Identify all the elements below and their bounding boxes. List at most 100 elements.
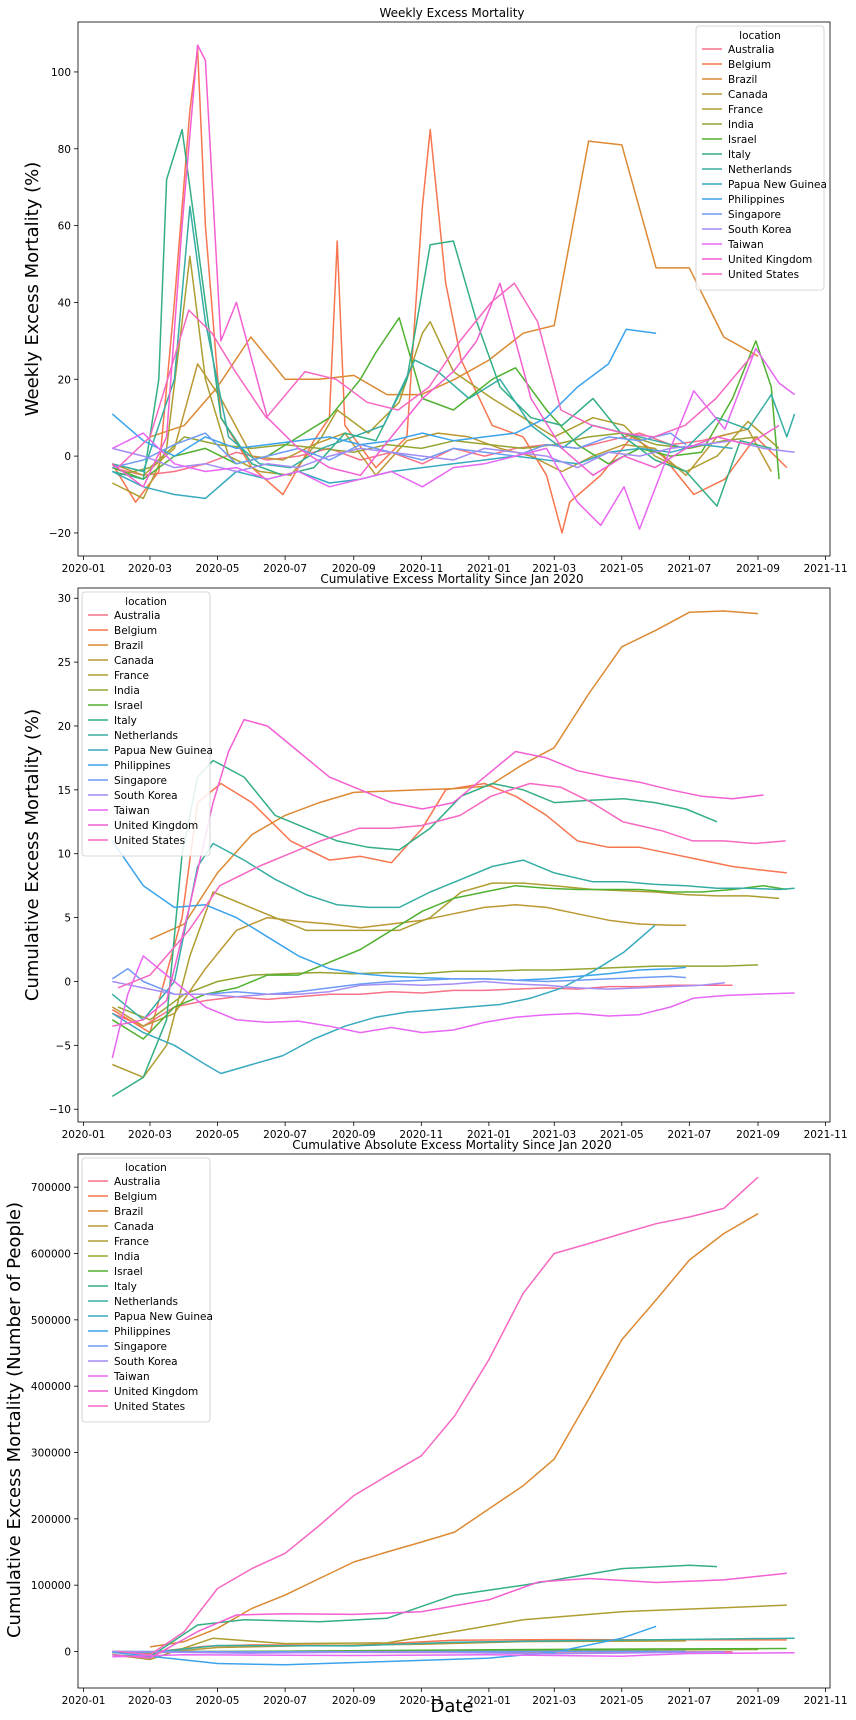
legend-label: Brazil (114, 1206, 143, 1218)
panel-1-ylabel: Weekly Excess Mortality (%) (22, 162, 43, 416)
series-line-brazil (149, 1213, 759, 1648)
legend-box (81, 591, 211, 857)
x-tick-label: 2020-09 (332, 1129, 376, 1141)
plot-area-1: 2020-01 2020-03 2020-05 2020-07 2020-09 2020-… (49, 21, 848, 575)
legend-title: location (125, 596, 167, 608)
x-tick-label: 2021-07 (667, 1129, 711, 1141)
legend-label: France (728, 104, 763, 116)
series-line-papua-new-guinea (111, 924, 656, 1075)
x-tick-label: 2021-05 (600, 563, 644, 575)
x-tick-label: 2021-05 (600, 1129, 644, 1141)
legend-label: Taiwan (113, 1371, 150, 1383)
legend: location Australia Belgium Brazil Canada Fran… (695, 25, 827, 291)
legend-label: Italy (114, 715, 137, 727)
legend-label: Singapore (114, 775, 167, 787)
x-tick-label: 2020-11 (399, 1129, 443, 1141)
series-line-canada (111, 904, 686, 1027)
x-tick-label: 2020-07 (263, 563, 307, 575)
y-tick-label: 300000 (31, 1448, 71, 1460)
legend-label: Singapore (114, 1341, 167, 1353)
y-tick-label: 400000 (31, 1381, 71, 1393)
y-tick-label: 600000 (31, 1249, 71, 1261)
x-tick-label: 2021-07 (667, 1695, 711, 1707)
x-tick-label: 2021-01 (467, 563, 511, 575)
series-line-taiwan (111, 955, 795, 1059)
series-line-philippines (112, 1625, 657, 1666)
series-line-united-states (117, 282, 756, 469)
x-tick-label: 2021-11 (804, 1129, 848, 1141)
y-tick-label: 100000 (31, 1580, 71, 1592)
legend-label: United Kingdom (114, 1386, 198, 1398)
x-tick-label: 2021-07 (667, 563, 711, 575)
legend: location Australia Belgium Brazil Canada Fran… (81, 1157, 213, 1423)
y-tick-label: 20 (58, 374, 71, 386)
legend-label: India (114, 1251, 140, 1263)
legend-label: France (114, 1236, 149, 1248)
legend-label: Australia (114, 1176, 160, 1188)
series-line-singapore (112, 432, 687, 469)
x-tick-label: 2020-09 (332, 563, 376, 575)
x-tick-label: 2021-03 (532, 1129, 576, 1141)
x-tick-label: 2021-01 (467, 1129, 511, 1141)
legend-label: South Korea (728, 224, 792, 236)
legend-label: Netherlands (114, 1296, 178, 1308)
legend-label: Italy (114, 1281, 137, 1293)
x-tick-label: 2021-01 (467, 1695, 511, 1707)
legend-label: Taiwan (727, 239, 764, 251)
panel-1-title: Weekly Excess Mortality (379, 6, 524, 20)
legend-label: United States (114, 1401, 185, 1413)
panel-cumulative-absolute: Cumulative Absolute Excess Mortality Sin… (4, 1138, 612, 1717)
legend-label: Philippines (114, 1326, 171, 1338)
legend-label: Canada (728, 89, 768, 101)
plot-area-3: 2020-01 2020-03 2020-05 2020-07 2020-09 2020-… (31, 1153, 848, 1707)
y-tick-label: 0 (64, 451, 71, 463)
legend-label: Taiwan (113, 805, 150, 817)
legend-label: Australia (114, 610, 160, 622)
legend-label: Israel (114, 700, 143, 712)
series-line-israel (111, 884, 787, 1040)
series-line-belgium (111, 782, 787, 1034)
panel-weekly-excess: Weekly Excess Mortality Weekly Excess Mo… (22, 6, 525, 416)
legend: location Australia Belgium Brazil Canada Fran… (81, 591, 213, 857)
legend-label: United States (114, 835, 185, 847)
legend-label: Canada (114, 655, 154, 667)
series-line-united-states (117, 782, 786, 989)
legend-label: Italy (728, 149, 751, 161)
x-tick-label: 2021-05 (600, 1695, 644, 1707)
y-tick-label: −5 (56, 1040, 71, 1052)
legend-label: Brazil (114, 640, 143, 652)
series-line-italy (112, 1564, 718, 1658)
legend-label: United States (728, 269, 799, 281)
series-line-canada (112, 363, 772, 477)
legend-label: Netherlands (728, 164, 792, 176)
x-tick-label: 2020-03 (128, 1695, 172, 1707)
series-line-india (117, 964, 759, 1021)
y-tick-label: 20 (58, 721, 71, 733)
legend-label: Belgium (114, 1191, 157, 1203)
series-line-taiwan (111, 347, 796, 530)
legend-label: India (728, 119, 754, 131)
series-line-australia (112, 984, 733, 1027)
panel-2-title: Cumulative Excess Mortality Since Jan 20… (320, 572, 583, 586)
series-line-philippines (111, 328, 657, 457)
legend-label: Israel (114, 1266, 143, 1278)
legend-label: United Kingdom (114, 820, 198, 832)
y-tick-label: 5 (64, 913, 71, 925)
x-tick-label: 2020-07 (263, 1695, 307, 1707)
legend-label: South Korea (114, 1356, 178, 1368)
legend-label: Philippines (728, 194, 785, 206)
legend-label: Canada (114, 1221, 154, 1233)
series-line-belgium (111, 48, 788, 534)
series-line-netherlands (112, 205, 796, 473)
x-tick-label: 2020-01 (62, 563, 106, 575)
panel-3-xlabel: Date (430, 1696, 473, 1717)
legend-box (695, 25, 825, 291)
x-tick-label: 2021-03 (532, 563, 576, 575)
panel-cumulative-excess: Cumulative Excess Mortality Since Jan 20… (22, 572, 584, 1001)
panel-3-ylabel: Cumulative Excess Mortality (Number of P… (4, 1202, 25, 1638)
legend-label: Brazil (728, 74, 757, 86)
series-line-netherlands (111, 842, 795, 1021)
legend-label: Australia (728, 44, 774, 56)
legend-label: Papua New Guinea (114, 745, 213, 757)
series-line-south-korea (112, 980, 725, 998)
